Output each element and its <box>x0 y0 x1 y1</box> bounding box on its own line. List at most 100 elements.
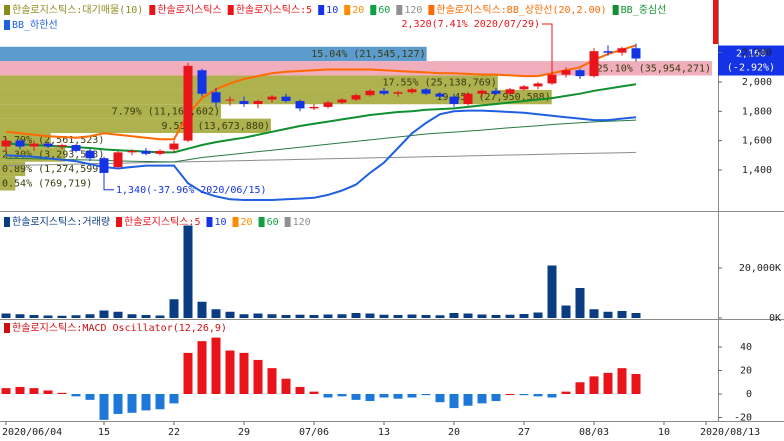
y-tick-label: 0K <box>769 313 781 324</box>
y-tick-label: 1,400 <box>742 165 772 176</box>
volume-profile-band <box>0 176 16 191</box>
bar <box>351 313 361 318</box>
bar <box>225 311 235 318</box>
candle-body <box>309 106 319 109</box>
bar <box>365 313 375 318</box>
legend-swatch <box>4 20 10 30</box>
legend-swatch <box>232 217 239 227</box>
bar <box>141 393 151 411</box>
bar <box>477 393 487 404</box>
bar <box>533 393 543 397</box>
candle-body <box>393 92 403 94</box>
bar <box>253 313 263 318</box>
bar <box>183 352 193 394</box>
x-tick-label: 13 <box>378 427 390 438</box>
bar <box>127 393 137 413</box>
bar <box>603 311 613 318</box>
candle-body <box>365 90 375 96</box>
bar <box>71 393 81 397</box>
volume-profile-label: 7.79% (11,162,602) <box>112 106 220 117</box>
y-tick-label: 20,000K <box>739 263 781 274</box>
bar <box>15 314 25 318</box>
candle-body <box>519 86 529 90</box>
legend-label: 60 <box>267 217 279 228</box>
bar <box>505 314 515 318</box>
bar <box>617 311 627 318</box>
candle-body <box>113 152 123 168</box>
last-price-box <box>718 45 784 76</box>
candle-body <box>295 101 305 109</box>
candle-body <box>505 89 515 94</box>
legend-swatch <box>116 217 123 227</box>
candle-body <box>85 150 95 159</box>
bar <box>449 393 459 409</box>
bar <box>631 313 641 318</box>
bar <box>337 314 347 318</box>
candle-body <box>603 51 613 53</box>
bar <box>561 305 571 318</box>
candle-body <box>407 89 417 93</box>
candle-body <box>435 93 445 97</box>
last-price-change: (-2.92%) <box>727 63 775 74</box>
volume-profile-label: 25.10% (35,954,271) <box>597 63 711 74</box>
bar <box>267 314 277 318</box>
x-tick-label: 29 <box>238 427 250 438</box>
volume-profile-label: 15.04% (21,545,127) <box>311 49 425 60</box>
legend-swatch <box>396 5 403 15</box>
bar <box>85 314 95 318</box>
candle-body <box>225 99 235 101</box>
bar <box>421 315 431 318</box>
bar <box>491 315 501 318</box>
bar <box>141 315 151 318</box>
bar <box>183 225 193 318</box>
bar <box>15 386 25 394</box>
legend-swatch <box>258 217 265 227</box>
bar <box>29 388 39 394</box>
y-tick-label: 2,000 <box>742 77 772 88</box>
candle-body <box>477 90 487 94</box>
bar <box>379 314 389 318</box>
overlay-line <box>5 119 637 163</box>
bar <box>127 314 137 318</box>
y-tick-label: 20 <box>740 366 752 377</box>
bar <box>43 315 53 318</box>
bar <box>491 393 501 402</box>
bar <box>295 386 305 394</box>
legend-swatch <box>370 5 377 15</box>
bar <box>393 393 403 399</box>
bar <box>365 393 375 402</box>
volume-profile-label: 0.89% (1,274,599) <box>2 164 104 175</box>
bar <box>281 315 291 318</box>
bar <box>407 393 417 398</box>
legend-label: 10 <box>214 217 226 228</box>
candle-body <box>561 70 571 75</box>
bar <box>631 374 641 394</box>
bar <box>57 392 67 394</box>
bar <box>421 393 431 396</box>
volume-profile-label: 9.55% (13,673,880) <box>162 121 270 132</box>
candle-body <box>337 99 347 103</box>
x-tick-label: 08/03 <box>579 427 609 438</box>
legend-label: 60 <box>378 5 390 16</box>
legend-swatch <box>284 217 291 227</box>
bar <box>617 368 627 394</box>
volume-profile-label: 19.45% (27,950,588) <box>436 92 550 103</box>
y-tick-label: -20 <box>734 412 752 423</box>
bar <box>309 315 319 318</box>
bar <box>211 337 221 394</box>
candle-body <box>211 92 221 103</box>
bar <box>295 314 305 318</box>
legend-swatch <box>4 323 10 333</box>
bar <box>281 378 291 394</box>
candle-body <box>43 143 53 147</box>
bar <box>253 359 263 394</box>
legend-swatch <box>344 5 351 15</box>
bar <box>351 393 361 400</box>
volume-profile-band <box>0 104 221 119</box>
bar <box>435 315 445 318</box>
bar <box>449 313 459 318</box>
annotation-text: 2,320(7.41% 2020/07/29) <box>402 19 540 30</box>
last-price-label: 2,160 <box>736 49 766 60</box>
legend-swatch <box>612 5 619 15</box>
high-marker <box>713 0 718 44</box>
